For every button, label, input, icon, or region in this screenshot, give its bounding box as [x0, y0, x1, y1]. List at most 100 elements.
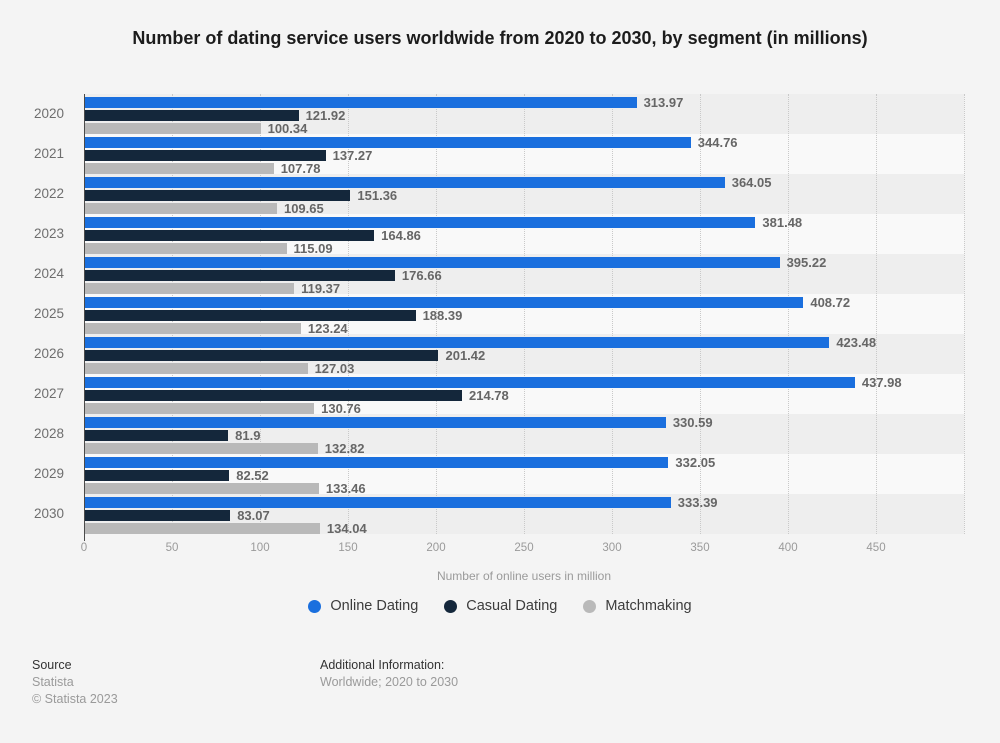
- copyright-notice: © Statista 2023: [32, 692, 118, 706]
- y-axis-label: 2025: [33, 306, 64, 321]
- value-label-online-dating: 313.97: [643, 95, 684, 110]
- value-label-matchmaking: 100.34: [267, 121, 308, 136]
- x-tick-label: 200: [426, 542, 446, 554]
- additional-info-block: Additional Information: Worldwide; 2020 …: [320, 657, 458, 691]
- value-label-casual-dating: 82.52: [236, 468, 269, 483]
- bar-online-dating: [84, 217, 756, 228]
- gridline: [524, 94, 525, 534]
- bar-casual-dating: [84, 430, 229, 441]
- source-block: Source Statista © Statista 2023: [32, 657, 118, 708]
- value-label-matchmaking: 127.03: [314, 361, 355, 376]
- value-label-casual-dating: 121.92: [305, 108, 346, 123]
- x-tick-label: 250: [514, 542, 534, 554]
- y-axis-label: 2021: [33, 146, 64, 161]
- bar-online-dating: [84, 377, 855, 388]
- y-axis-label: 2026: [33, 346, 64, 361]
- y-axis-label: 2022: [33, 186, 64, 201]
- bar-matchmaking: [84, 443, 318, 454]
- x-axis-ticks: 0 50 100 150 200 250 300 350 400 450: [0, 542, 1000, 558]
- value-label-matchmaking: 107.78: [280, 161, 321, 176]
- bar-online-dating: [84, 97, 637, 108]
- legend-item-online-dating: Online Dating: [308, 598, 418, 614]
- value-label-casual-dating: 201.42: [445, 348, 486, 363]
- chart-title: Number of dating service users worldwide…: [132, 28, 868, 48]
- chart-area: 313.97 344.76 364.05 381.48 395.22 408.72 423.…: [0, 94, 1000, 594]
- value-label-online-dating: 364.05: [731, 175, 772, 190]
- x-tick-label: 400: [778, 542, 798, 554]
- bar-casual-dating: [84, 270, 395, 281]
- gridline: [700, 94, 701, 534]
- legend: Online Dating Casual Dating Matchmaking: [0, 598, 1000, 614]
- additional-info-label: Additional Information:: [320, 658, 445, 672]
- value-label-casual-dating: 164.86: [381, 228, 421, 243]
- legend-label: Online Dating: [330, 598, 419, 614]
- y-axis-label: 2020: [33, 106, 64, 121]
- bar-online-dating: [84, 497, 671, 508]
- bar-matchmaking: [84, 123, 261, 134]
- x-tick-label: 100: [250, 542, 270, 554]
- value-label-matchmaking: 115.09: [293, 241, 333, 256]
- bar-matchmaking: [84, 523, 320, 534]
- value-label-online-dating: 423.48: [836, 335, 877, 350]
- value-label-matchmaking: 134.04: [326, 521, 367, 536]
- legend-marker-icon: [583, 599, 597, 613]
- y-axis-line: [84, 94, 85, 541]
- bar-online-dating: [84, 177, 725, 188]
- gridline: [876, 94, 877, 534]
- y-axis-label: 2029: [33, 466, 64, 481]
- value-label-casual-dating: 83.07: [237, 508, 270, 523]
- value-label-online-dating: 332.05: [675, 455, 716, 470]
- value-label-casual-dating: 151.36: [357, 188, 398, 203]
- bar-online-dating: [84, 337, 830, 348]
- bar-matchmaking: [84, 363, 308, 374]
- value-label-online-dating: 330.59: [672, 415, 713, 430]
- value-label-matchmaking: 119.37: [301, 281, 341, 296]
- bar-casual-dating: [84, 350, 439, 361]
- bar-online-dating: [84, 417, 666, 428]
- bar-online-dating: [84, 137, 691, 148]
- bar-matchmaking: [84, 283, 295, 294]
- x-tick-label: 350: [690, 542, 710, 554]
- legend-marker-icon: [308, 599, 322, 613]
- value-label-online-dating: 344.76: [697, 135, 738, 150]
- bar-casual-dating: [84, 190, 351, 201]
- x-tick-label: 0: [80, 542, 88, 554]
- bar-matchmaking: [84, 323, 301, 334]
- value-label-casual-dating: 188.39: [422, 308, 463, 323]
- value-label-casual-dating: 81.9: [235, 428, 261, 443]
- bar-online-dating: [84, 257, 780, 268]
- legend-label: Matchmaking: [605, 598, 692, 614]
- additional-info-value: Worldwide; 2020 to 2030: [320, 675, 459, 689]
- legend-label: Casual Dating: [466, 598, 558, 614]
- y-axis-label: 2023: [33, 226, 64, 241]
- legend-item-casual-dating: Casual Dating: [444, 598, 557, 614]
- gridline: [436, 94, 437, 534]
- gridline: [964, 94, 965, 534]
- bar-matchmaking: [84, 483, 319, 494]
- source-name: Statista: [32, 675, 74, 689]
- value-label-online-dating: 395.22: [786, 255, 827, 270]
- y-axis-label: 2028: [33, 426, 64, 441]
- bar-casual-dating: [84, 470, 230, 481]
- value-label-matchmaking: 109.65: [283, 201, 324, 216]
- plot-area: 313.97 344.76 364.05 381.48 395.22 408.72 423.…: [84, 94, 965, 536]
- x-axis-title: Number of online users in million: [436, 569, 612, 583]
- x-tick-label: 300: [602, 542, 622, 554]
- bar-casual-dating: [84, 230, 375, 241]
- bar-online-dating: [84, 297, 804, 308]
- value-label-casual-dating: 214.78: [469, 388, 509, 403]
- bar-matchmaking: [84, 203, 277, 214]
- value-label-online-dating: 381.48: [762, 215, 803, 230]
- value-label-matchmaking: 133.46: [325, 481, 366, 496]
- bar-casual-dating: [84, 310, 416, 321]
- bar-casual-dating: [84, 110, 299, 121]
- y-axis-label: 2024: [33, 266, 64, 281]
- value-label-casual-dating: 176.66: [401, 268, 442, 283]
- bar-matchmaking: [84, 243, 287, 254]
- bar-online-dating: [84, 457, 669, 468]
- source-label: Source: [32, 658, 72, 672]
- value-label-matchmaking: 130.76: [321, 401, 361, 416]
- footer: Source Statista © Statista 2023 Addition…: [0, 657, 1000, 717]
- bar-casual-dating: [84, 150, 326, 161]
- value-label-online-dating: 437.98: [861, 375, 902, 390]
